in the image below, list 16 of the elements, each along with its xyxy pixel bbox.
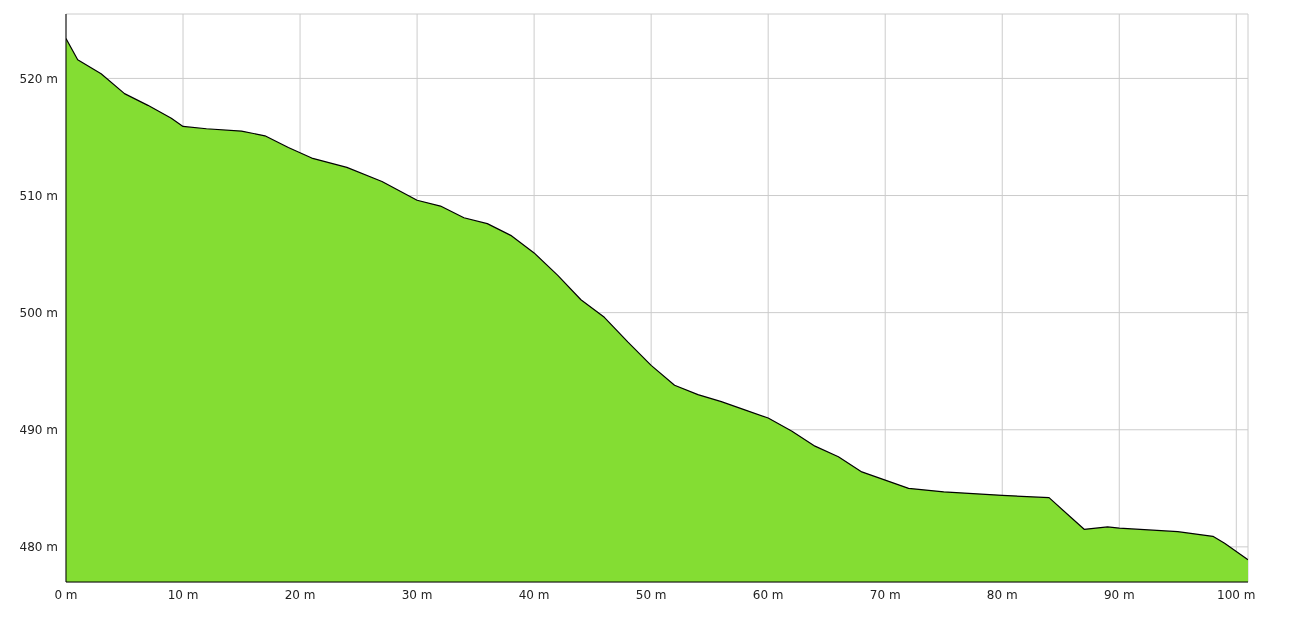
- y-tick-label: 520 m: [19, 71, 58, 86]
- x-tick-label: 50 m: [635, 587, 667, 602]
- y-tick-label: 490 m: [19, 423, 58, 438]
- x-tick-label: 70 m: [869, 587, 901, 602]
- x-tick-label: 0 m: [54, 587, 78, 602]
- x-tick-label: 60 m: [752, 587, 784, 602]
- x-tick-label: 100 m: [1217, 587, 1256, 602]
- x-tick-label: 90 m: [1103, 587, 1135, 602]
- x-tick-label: 10 m: [167, 587, 199, 602]
- x-tick-label: 30 m: [401, 587, 433, 602]
- x-tick-label: 40 m: [518, 587, 550, 602]
- x-tick-label: 20 m: [284, 587, 316, 602]
- y-tick-label: 480 m: [19, 540, 58, 555]
- y-tick-label: 510 m: [19, 188, 58, 203]
- y-tick-label: 500 m: [19, 305, 58, 320]
- x-tick-label: 80 m: [986, 587, 1018, 602]
